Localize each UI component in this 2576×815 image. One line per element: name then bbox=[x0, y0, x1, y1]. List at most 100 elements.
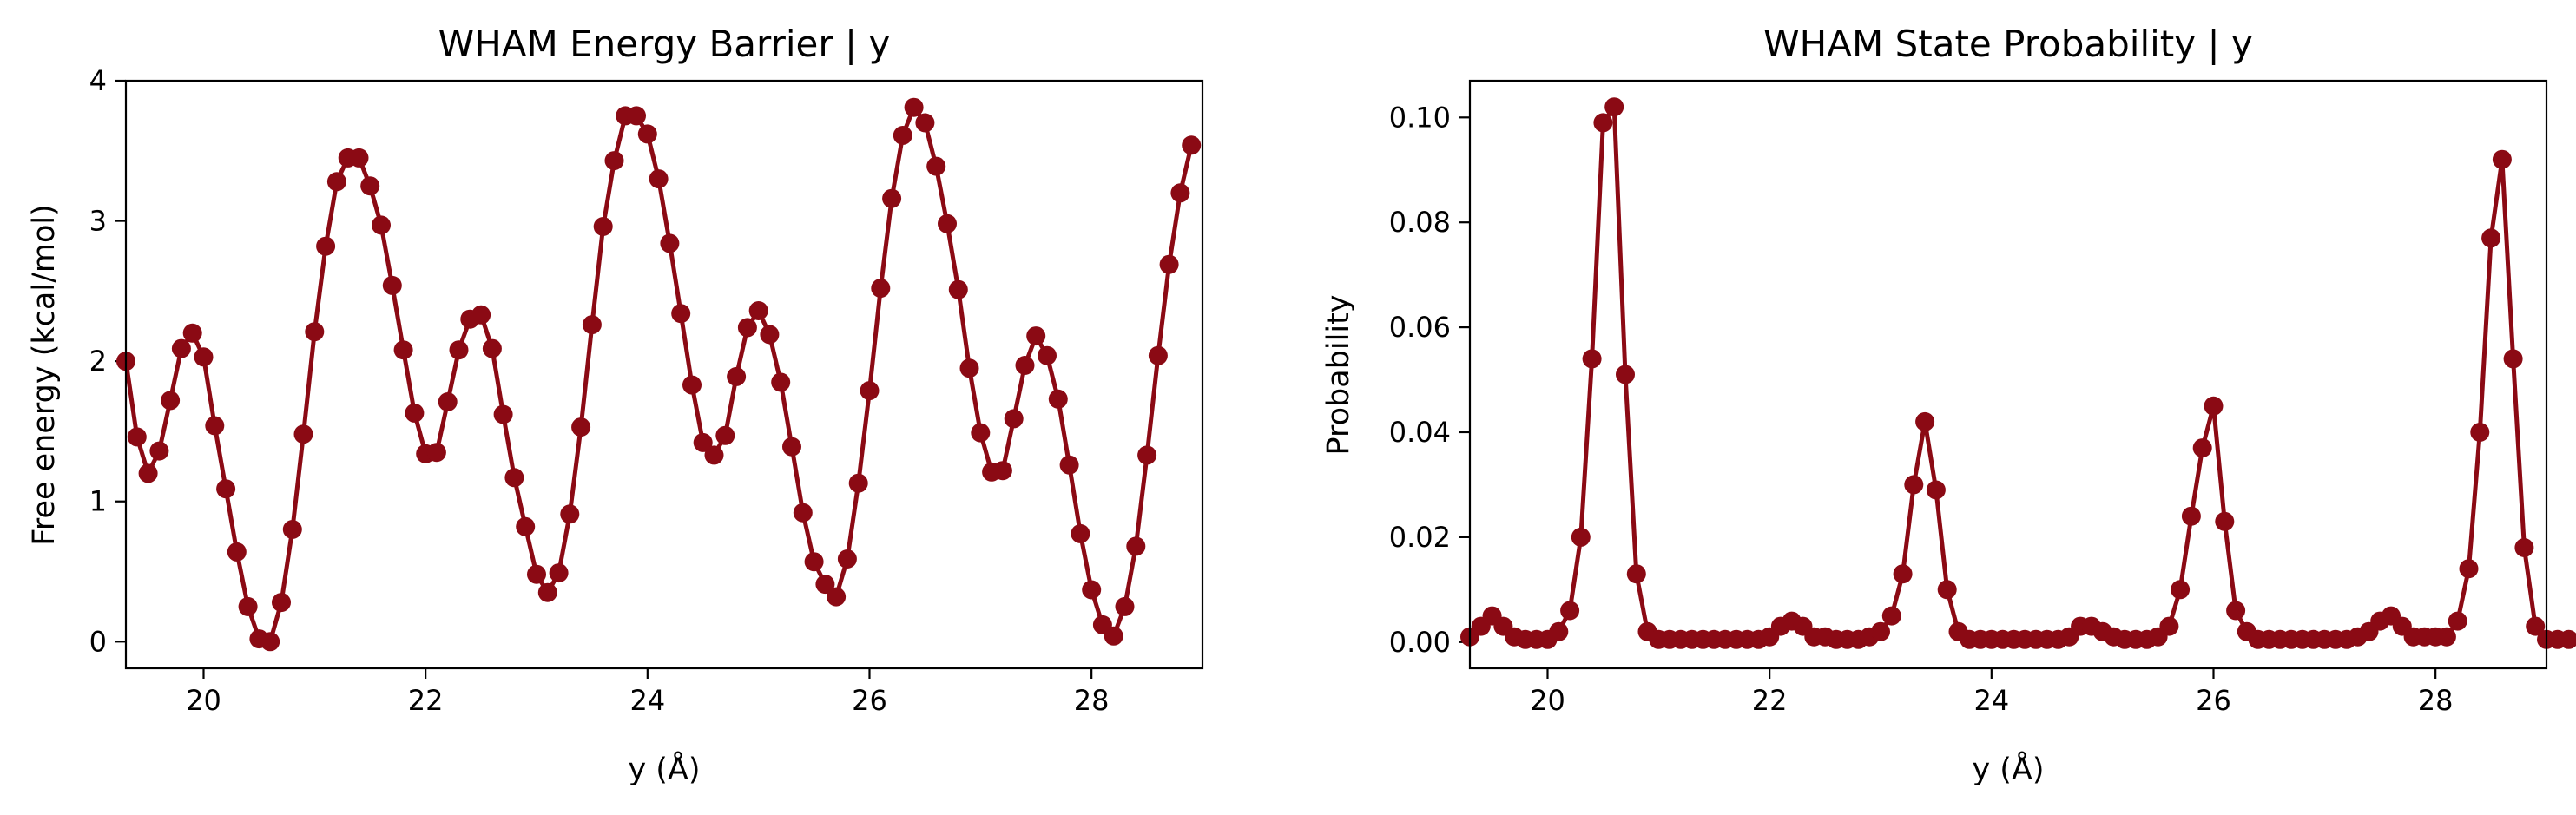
energy-data-point bbox=[1159, 254, 1179, 274]
energy-data-point bbox=[516, 516, 536, 536]
probability-data-point bbox=[2526, 616, 2546, 636]
probability-data-point bbox=[2204, 396, 2224, 416]
probability-x-tick-label: 24 bbox=[1973, 684, 2009, 717]
energy-data-point bbox=[1015, 356, 1035, 375]
probability-data-point bbox=[2192, 438, 2212, 458]
energy-data-point bbox=[382, 275, 402, 295]
energy-data-point bbox=[860, 381, 880, 401]
energy-data-point bbox=[138, 463, 158, 483]
probability-data-point bbox=[2481, 228, 2501, 248]
energy-data-point bbox=[571, 417, 591, 437]
energy-data-point bbox=[1071, 523, 1090, 543]
energy-x-tick-label: 24 bbox=[629, 684, 665, 717]
probability-data-point bbox=[2215, 511, 2235, 531]
energy-data-point bbox=[992, 461, 1012, 481]
probability-data-point bbox=[1571, 527, 1591, 547]
probability-data-point bbox=[2470, 423, 2490, 442]
energy-data-point bbox=[216, 479, 236, 499]
probability-data-point bbox=[1582, 349, 1602, 369]
probability-y-tick-label: 0.04 bbox=[1389, 416, 1451, 449]
energy-data-point bbox=[127, 427, 147, 447]
energy-data-point bbox=[682, 375, 702, 395]
energy-x-tick-label: 26 bbox=[852, 684, 887, 717]
energy-data-point bbox=[549, 563, 569, 583]
probability-data-point bbox=[2503, 349, 2523, 369]
probability-data-point bbox=[2159, 616, 2179, 636]
energy-data-point bbox=[393, 340, 413, 360]
energy-data-point bbox=[771, 372, 791, 392]
energy-data-point bbox=[1170, 183, 1190, 203]
energy-data-point bbox=[815, 575, 835, 595]
probability-x-tick-label: 20 bbox=[1530, 684, 1565, 717]
energy-data-point bbox=[182, 323, 202, 343]
energy-data-point bbox=[1026, 326, 1046, 346]
energy-y-axis-label: Free energy (kcal/mol) bbox=[27, 204, 62, 546]
probability-y-tick-label: 0.08 bbox=[1389, 206, 1451, 239]
probability-x-tick-label: 28 bbox=[2418, 684, 2454, 717]
energy-data-point bbox=[1126, 536, 1146, 556]
energy-y-tick-label: 2 bbox=[89, 345, 107, 378]
probability-data-point bbox=[2181, 506, 2201, 526]
energy-data-point bbox=[282, 520, 302, 539]
probability-data-point bbox=[1549, 621, 1569, 641]
probability-data-point bbox=[1626, 564, 1646, 584]
energy-x-tick-label: 28 bbox=[1074, 684, 1110, 717]
probability-data-point bbox=[1915, 411, 1935, 431]
probability-data-point bbox=[1871, 621, 1890, 641]
energy-data-point bbox=[205, 416, 225, 436]
energy-data-point bbox=[326, 172, 346, 192]
energy-data-point bbox=[882, 188, 902, 208]
energy-data-point bbox=[1148, 345, 1168, 365]
energy-data-point bbox=[537, 582, 557, 602]
energy-data-point bbox=[560, 504, 580, 524]
probability-plot-frame bbox=[1468, 79, 2548, 670]
probability-data-point bbox=[1893, 564, 1913, 584]
energy-x-tick-label: 20 bbox=[186, 684, 221, 717]
energy-data-point bbox=[904, 97, 924, 117]
probability-x-axis-label: y (Å) bbox=[1972, 750, 2044, 787]
energy-data-point bbox=[238, 596, 258, 616]
energy-data-point bbox=[1004, 409, 1024, 429]
probability-data-point bbox=[1616, 365, 1635, 384]
probability-data-point bbox=[2559, 629, 2576, 649]
energy-data-point bbox=[293, 424, 313, 444]
energy-data-point bbox=[727, 366, 747, 386]
energy-data-point bbox=[372, 215, 391, 235]
probability-series-points bbox=[1460, 97, 2576, 649]
energy-data-point bbox=[948, 279, 968, 299]
energy-axis-ticks: 20 22 24 26 28 0 1 2 3 4 bbox=[89, 64, 1110, 717]
probability-chart-title: WHAM State Probability | y bbox=[1763, 23, 2253, 65]
probability-y-tick-label: 0.00 bbox=[1389, 626, 1451, 659]
energy-data-point bbox=[604, 151, 624, 171]
energy-data-point bbox=[471, 305, 491, 325]
energy-data-point bbox=[837, 549, 857, 569]
energy-y-tick-label: 3 bbox=[89, 205, 107, 238]
energy-data-point bbox=[426, 443, 446, 463]
energy-data-point bbox=[737, 318, 757, 338]
probability-x-tick-label: 26 bbox=[2196, 684, 2231, 717]
energy-data-point bbox=[715, 425, 735, 445]
energy-data-point bbox=[527, 564, 546, 584]
probability-data-point bbox=[2226, 601, 2246, 621]
energy-data-point bbox=[848, 473, 868, 493]
energy-data-point bbox=[194, 347, 214, 367]
energy-data-point bbox=[272, 593, 291, 613]
energy-data-point bbox=[649, 169, 669, 189]
energy-data-point bbox=[871, 279, 891, 299]
energy-x-tick-label: 22 bbox=[408, 684, 444, 717]
state-probability-chart: WHAM State Probability | y y (Å) Probabi… bbox=[1321, 23, 2576, 787]
probability-data-point bbox=[1904, 475, 1924, 495]
energy-chart-title: WHAM Energy Barrier | y bbox=[438, 23, 891, 65]
probability-y-tick-label: 0.10 bbox=[1389, 101, 1451, 134]
energy-data-point bbox=[793, 503, 813, 523]
energy-data-point bbox=[660, 233, 680, 253]
energy-data-point bbox=[827, 587, 847, 607]
probability-data-point bbox=[2448, 611, 2467, 631]
energy-data-point bbox=[938, 214, 957, 233]
energy-data-point bbox=[349, 148, 369, 168]
probability-data-point bbox=[2514, 538, 2534, 557]
energy-plot-frame bbox=[124, 79, 1204, 670]
probability-data-point bbox=[2436, 627, 2456, 647]
energy-data-point bbox=[360, 176, 380, 196]
energy-y-tick-label: 4 bbox=[89, 64, 107, 97]
